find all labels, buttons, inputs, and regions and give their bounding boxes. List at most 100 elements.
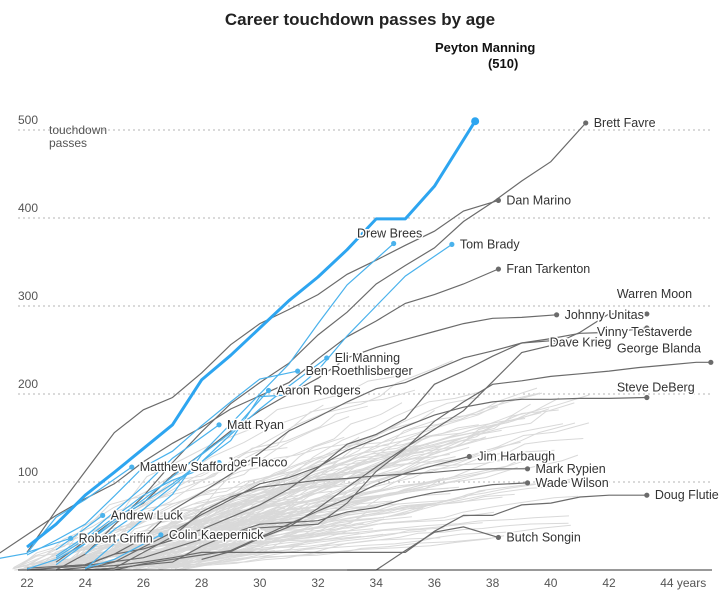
series-end-point (391, 240, 397, 247)
series-label: Vinny Testaverde (597, 325, 692, 339)
y-axis-title: passes (49, 136, 87, 150)
series-line (0, 466, 133, 559)
series-label: Dave Krieg (550, 335, 612, 349)
series-end-point (644, 492, 650, 498)
series-line (201, 313, 647, 560)
x-tick-label: 42 (602, 576, 616, 590)
series-end-point (495, 534, 502, 541)
series-label: Brett Favre (594, 116, 656, 130)
series-label: Butch Songin (506, 530, 580, 544)
series-label: Matthew Stafford (140, 460, 234, 474)
y-tick-label: 400 (18, 201, 38, 215)
series-line (55, 514, 104, 551)
background-line (171, 535, 362, 566)
background-line (13, 374, 404, 569)
background-line (64, 461, 329, 569)
series-label: Tom Brady (460, 237, 520, 251)
x-tick-label: 24 (79, 576, 93, 590)
series-label: Ben Roethlisberger (306, 364, 413, 378)
series-line (84, 243, 453, 555)
series-end-point (100, 512, 106, 519)
series-label: Drew Brees (357, 227, 422, 241)
background-line (174, 537, 491, 568)
series-end-point (216, 422, 222, 428)
series-line (56, 482, 528, 571)
series-label: Aaron Rodgers (277, 383, 361, 397)
background-line (110, 449, 555, 566)
background-line (136, 537, 441, 570)
series-end-point (265, 387, 272, 394)
series-end-point (68, 535, 74, 541)
background-line (48, 360, 453, 566)
series-label: Wade Wilson (536, 476, 609, 490)
x-tick-label: 38 (486, 576, 500, 590)
background-line (47, 502, 440, 568)
series-line (85, 396, 647, 570)
series-label: Dan Marino (506, 193, 571, 207)
x-tick-label: 26 (137, 576, 151, 590)
series-end-point (295, 368, 301, 374)
series-label: Mark Rypien (536, 462, 606, 476)
series-end-point (216, 460, 222, 466)
background-line (135, 493, 515, 566)
background-line (120, 541, 339, 571)
series-line (85, 534, 162, 569)
background-line (165, 499, 321, 567)
background-line (19, 460, 331, 567)
series-end-point (708, 359, 714, 365)
background-line (170, 422, 576, 569)
series-end-point (554, 337, 560, 343)
grid (18, 129, 712, 483)
series-line (85, 455, 470, 571)
background-line (173, 495, 579, 569)
background-line (101, 498, 303, 566)
series-label: Joe Flacco (227, 456, 287, 470)
series-label: Johnny Unitas (565, 308, 644, 322)
series-line (26, 199, 499, 553)
series-end-point (524, 466, 531, 472)
series-end-point (449, 241, 455, 247)
series-line (84, 327, 647, 567)
series-end-point (495, 266, 502, 272)
x-tick-label: 32 (311, 576, 325, 590)
series-line (26, 370, 298, 556)
x-tick-label: 22 (20, 576, 34, 590)
series-end-point (129, 464, 135, 470)
series-line (26, 537, 71, 553)
series-end-point (644, 325, 650, 331)
x-tick-label: 44 years (660, 576, 706, 590)
series-end-point (554, 312, 560, 318)
highlight-end-point (471, 117, 480, 126)
series-label: Jim Harbaugh (477, 449, 555, 463)
series-label: Warren Moon (617, 287, 692, 301)
series-end-point (324, 355, 330, 361)
highlight-value-label: (510) (488, 56, 518, 71)
series-line (85, 468, 528, 571)
series-line (55, 462, 220, 559)
active-lines (0, 240, 455, 570)
highlight-line (26, 117, 480, 549)
y-tick-label: 200 (18, 377, 38, 391)
series-label: Doug Flutie (655, 488, 719, 502)
series-end-point (158, 532, 164, 538)
series-end-point (644, 394, 650, 401)
series-line (84, 390, 269, 570)
x-tick-label: 34 (370, 576, 384, 590)
series-label: Colin Kaepernick (169, 528, 264, 542)
series-label: Fran Tarkenton (506, 262, 590, 276)
background-lines (12, 360, 590, 571)
y-tick-label: 100 (18, 465, 38, 479)
series-label: George Blanda (617, 341, 701, 355)
series-label: Matt Ryan (227, 418, 284, 432)
background-line (137, 397, 560, 568)
highlight-series-line (26, 120, 477, 549)
series-label: Steve DeBerg (617, 381, 695, 395)
series-line (56, 494, 647, 571)
y-axis-title: touchdown (49, 123, 107, 137)
background-line (77, 458, 460, 567)
series-line (27, 122, 587, 571)
series-end-point (644, 311, 650, 317)
background-line (183, 508, 340, 568)
